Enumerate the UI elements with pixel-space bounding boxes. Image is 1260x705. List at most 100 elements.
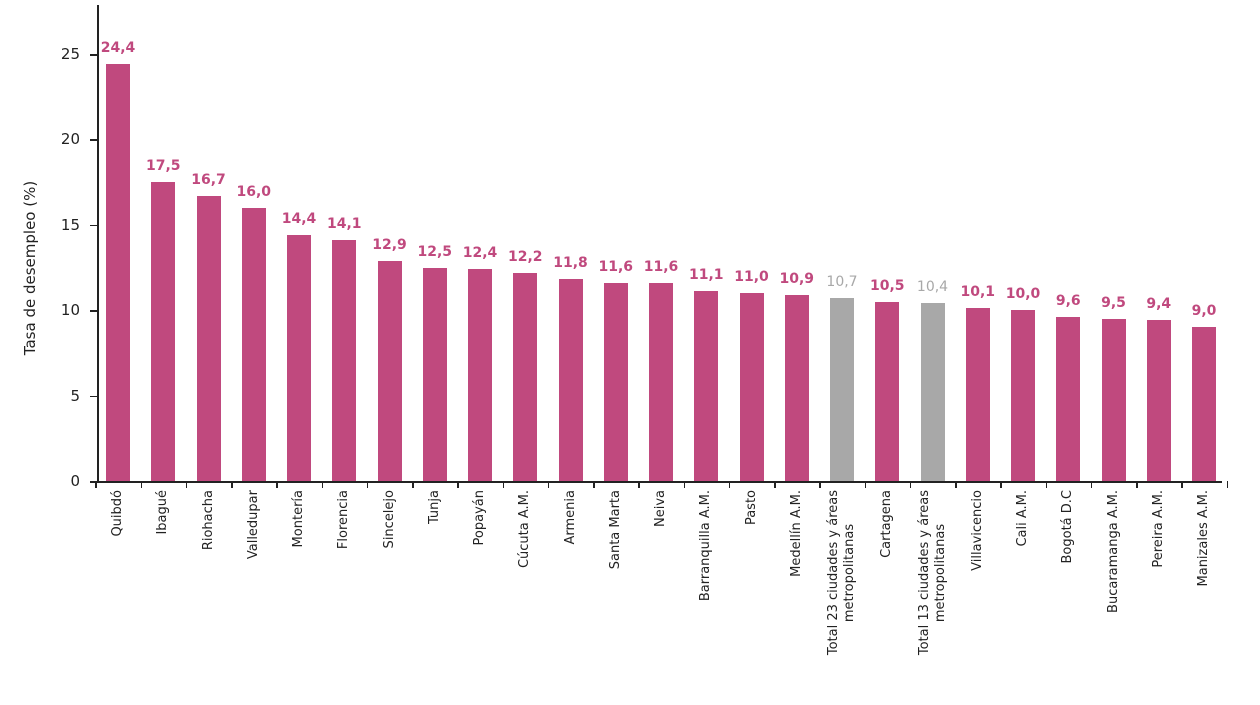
x-category-label-line: Armenia — [562, 490, 578, 545]
x-category-label-line: Neiva — [653, 490, 668, 527]
x-category-label: Barranquilla A.M. — [698, 490, 714, 601]
city-bar — [287, 235, 311, 481]
x-tick — [909, 481, 912, 488]
x-category-label-line: Villavicencio — [969, 490, 985, 571]
x-tick — [864, 481, 867, 488]
x-tick — [366, 481, 369, 488]
bar-value-label: 11,8 — [553, 255, 588, 272]
x-tick — [774, 481, 776, 488]
x-category-label-line: Medellín A.M. — [788, 490, 804, 577]
x-category-label-line: Cúcuta A.M. — [517, 490, 533, 569]
city-bar — [1146, 320, 1171, 481]
bar-value-label: 12,2 — [507, 248, 543, 265]
bar-value-label: 10,9 — [779, 270, 815, 287]
x-category-label: Total 13 ciudades y áreas metropolitanas — [917, 490, 949, 655]
city-bar — [468, 269, 492, 481]
x-tick — [547, 481, 550, 488]
y-tick-label: 5 — [70, 386, 80, 405]
x-category-label: Armenia — [563, 490, 579, 545]
x-tick — [955, 481, 957, 488]
bar-value-label: 9,6 — [1055, 293, 1081, 310]
x-tick — [593, 481, 595, 488]
x-category-label: Cali A.M. — [1015, 490, 1031, 547]
city-bar — [1011, 310, 1035, 481]
x-category-label-line: Pereira A.M. — [1150, 490, 1166, 568]
x-category-label-line: metropolitanas — [842, 523, 857, 622]
bar-value-label: 11,6 — [643, 258, 679, 275]
x-category-label: Riohacha — [201, 490, 217, 550]
x-category-label: Santa Marta — [608, 490, 624, 569]
bar-value-label: 12,5 — [417, 243, 453, 260]
x-category-label: Villavicencio — [970, 490, 986, 571]
bar-value-label: 9,0 — [1191, 303, 1217, 320]
bar-value-label: 11,6 — [598, 258, 634, 275]
x-tick — [1181, 481, 1183, 488]
y-tick-label: 10 — [60, 301, 80, 320]
x-category-label-line: Sincelejo — [381, 490, 397, 549]
city-bar — [332, 240, 357, 481]
y-tick — [90, 54, 97, 56]
city-bar — [377, 260, 402, 481]
x-category-label: Florencia — [336, 490, 352, 549]
bar-value-label: 17,5 — [145, 158, 181, 175]
bar-value-label: 24,4 — [100, 40, 136, 57]
x-tick — [276, 481, 278, 488]
city-bar — [603, 282, 628, 481]
bar-value-label: 10,7 — [826, 274, 858, 291]
x-category-label-line: Bucaramanga A.M. — [1105, 490, 1121, 613]
x-category-label: Cúcuta A.M. — [517, 490, 533, 568]
bar-value-label: 11,0 — [734, 269, 769, 286]
x-category-label-line: Valledupar — [245, 490, 261, 560]
x-axis-line — [90, 481, 1222, 483]
city-bar — [1101, 318, 1126, 481]
y-tick — [90, 395, 97, 398]
x-category-label: Pereira A.M. — [1151, 490, 1167, 568]
city-bar — [694, 291, 719, 481]
x-category-label: Manizales A.M. — [1196, 490, 1212, 586]
y-tick-label: 0 — [70, 472, 80, 490]
y-axis-line — [97, 5, 99, 482]
x-tick — [683, 481, 686, 488]
city-bar — [151, 182, 176, 481]
city-bar — [241, 207, 266, 481]
x-tick — [185, 481, 188, 488]
city-bar — [106, 64, 130, 481]
y-tick — [90, 224, 97, 227]
x-category-label-line: Ibagué — [155, 490, 171, 535]
bar-value-label: 10,5 — [869, 277, 905, 294]
y-tick-label: 20 — [60, 130, 80, 149]
x-tick — [819, 481, 821, 488]
city-bar — [422, 267, 447, 481]
x-category-label: Total 23 ciudades y áreas metropolitanas — [826, 490, 858, 655]
x-category-label: Popayán — [472, 490, 488, 545]
city-bar — [513, 272, 538, 481]
city-bar — [739, 293, 764, 481]
x-tick — [1090, 481, 1093, 488]
x-category-label: Medellín A.M. — [789, 490, 805, 577]
x-category-label-line: Popayán — [472, 490, 487, 546]
x-category-label: Montería — [291, 490, 307, 547]
bar-value-label: 16,0 — [236, 183, 272, 200]
x-tick — [457, 481, 459, 488]
city-bar — [965, 308, 990, 481]
x-category-label: Cartagena — [879, 490, 895, 558]
x-category-label-line: Manizales A.M. — [1196, 490, 1211, 587]
bar-value-label: 12,9 — [372, 236, 407, 253]
y-tick-label: 25 — [60, 45, 80, 63]
city-bar — [558, 279, 583, 481]
city-bar — [784, 294, 809, 481]
y-tick-label: 15 — [60, 215, 80, 234]
x-tick — [1045, 481, 1048, 488]
city-bar — [649, 282, 673, 481]
bar-value-label: 11,1 — [688, 267, 724, 284]
x-tick — [231, 481, 233, 488]
city-bar — [196, 195, 221, 481]
city-bar — [1056, 317, 1081, 481]
x-category-label: Bucaramanga A.M. — [1106, 490, 1122, 613]
x-category-label-line: Bogotá D.C — [1060, 490, 1076, 564]
x-category-label-line: Barranquilla A.M. — [698, 490, 714, 602]
x-category-label-line: Tunja — [426, 490, 442, 525]
x-category-label-line: Montería — [291, 490, 306, 548]
bar-value-label: 10,1 — [960, 284, 996, 301]
